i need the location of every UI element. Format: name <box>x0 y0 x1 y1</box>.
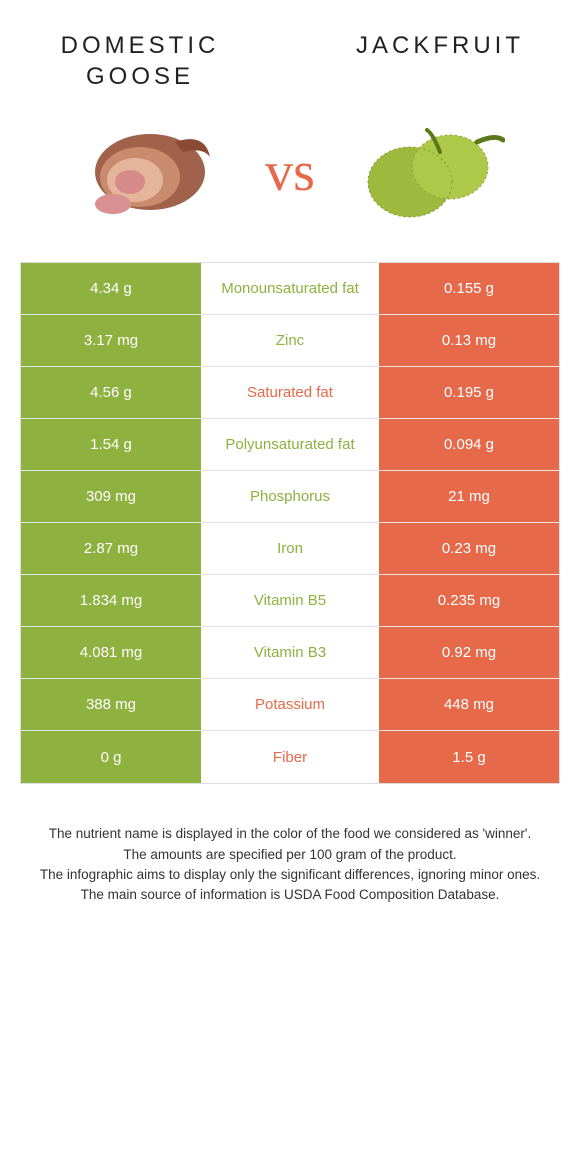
nutrient-name: Potassium <box>201 679 379 730</box>
right-value: 0.23 mg <box>379 523 559 574</box>
right-title: Jackfruit <box>356 32 524 59</box>
table-row: 1.54 gPolyunsaturated fat0.094 g <box>21 419 559 471</box>
table-row: 0 gFiber1.5 g <box>21 731 559 783</box>
header: Domestic goose Jackfruit <box>0 0 580 102</box>
left-value: 4.081 mg <box>21 627 201 678</box>
left-value: 2.87 mg <box>21 523 201 574</box>
table-row: 3.17 mgZinc0.13 mg <box>21 315 559 367</box>
right-value: 0.155 g <box>379 263 559 314</box>
footnote-line: The amounts are specified per 100 gram o… <box>30 845 550 865</box>
right-value: 1.5 g <box>379 731 559 783</box>
nutrient-name: Zinc <box>201 315 379 366</box>
left-value: 388 mg <box>21 679 201 730</box>
right-value: 448 mg <box>379 679 559 730</box>
right-value: 0.235 mg <box>379 575 559 626</box>
right-value: 0.094 g <box>379 419 559 470</box>
left-value: 4.56 g <box>21 367 201 418</box>
left-title-line1: Domestic <box>61 32 220 59</box>
nutrient-name: Fiber <box>201 731 379 783</box>
footnotes: The nutrient name is displayed in the co… <box>0 784 580 905</box>
left-value: 1.834 mg <box>21 575 201 626</box>
footnote-line: The infographic aims to display only the… <box>30 865 550 885</box>
right-value: 0.13 mg <box>379 315 559 366</box>
left-title-line2: goose <box>86 63 194 90</box>
table-row: 309 mgPhosphorus21 mg <box>21 471 559 523</box>
left-value: 3.17 mg <box>21 315 201 366</box>
vs-label: vs <box>265 140 315 204</box>
left-value: 1.54 g <box>21 419 201 470</box>
table-row: 4.56 gSaturated fat0.195 g <box>21 367 559 419</box>
table-row: 1.834 mgVitamin B50.235 mg <box>21 575 559 627</box>
left-value: 309 mg <box>21 471 201 522</box>
table-row: 4.081 mgVitamin B30.92 mg <box>21 627 559 679</box>
table-row: 4.34 gMonounsaturated fat0.155 g <box>21 263 559 315</box>
left-food-title: Domestic goose <box>40 30 240 92</box>
vs-row: vs <box>0 102 580 262</box>
left-food-image <box>75 112 225 232</box>
right-food-image <box>355 112 505 232</box>
right-food-title: Jackfruit <box>340 30 540 61</box>
nutrient-name: Phosphorus <box>201 471 379 522</box>
nutrient-name: Vitamin B5 <box>201 575 379 626</box>
nutrient-name: Saturated fat <box>201 367 379 418</box>
right-value: 0.92 mg <box>379 627 559 678</box>
right-value: 21 mg <box>379 471 559 522</box>
left-value: 4.34 g <box>21 263 201 314</box>
nutrient-name: Monounsaturated fat <box>201 263 379 314</box>
table-row: 388 mgPotassium448 mg <box>21 679 559 731</box>
footnote-line: The nutrient name is displayed in the co… <box>30 824 550 844</box>
nutrient-name: Polyunsaturated fat <box>201 419 379 470</box>
nutrient-name: Iron <box>201 523 379 574</box>
nutrient-table: 4.34 gMonounsaturated fat0.155 g3.17 mgZ… <box>20 262 560 784</box>
left-value: 0 g <box>21 731 201 783</box>
right-value: 0.195 g <box>379 367 559 418</box>
footnote-line: The main source of information is USDA F… <box>30 885 550 905</box>
table-row: 2.87 mgIron0.23 mg <box>21 523 559 575</box>
nutrient-name: Vitamin B3 <box>201 627 379 678</box>
